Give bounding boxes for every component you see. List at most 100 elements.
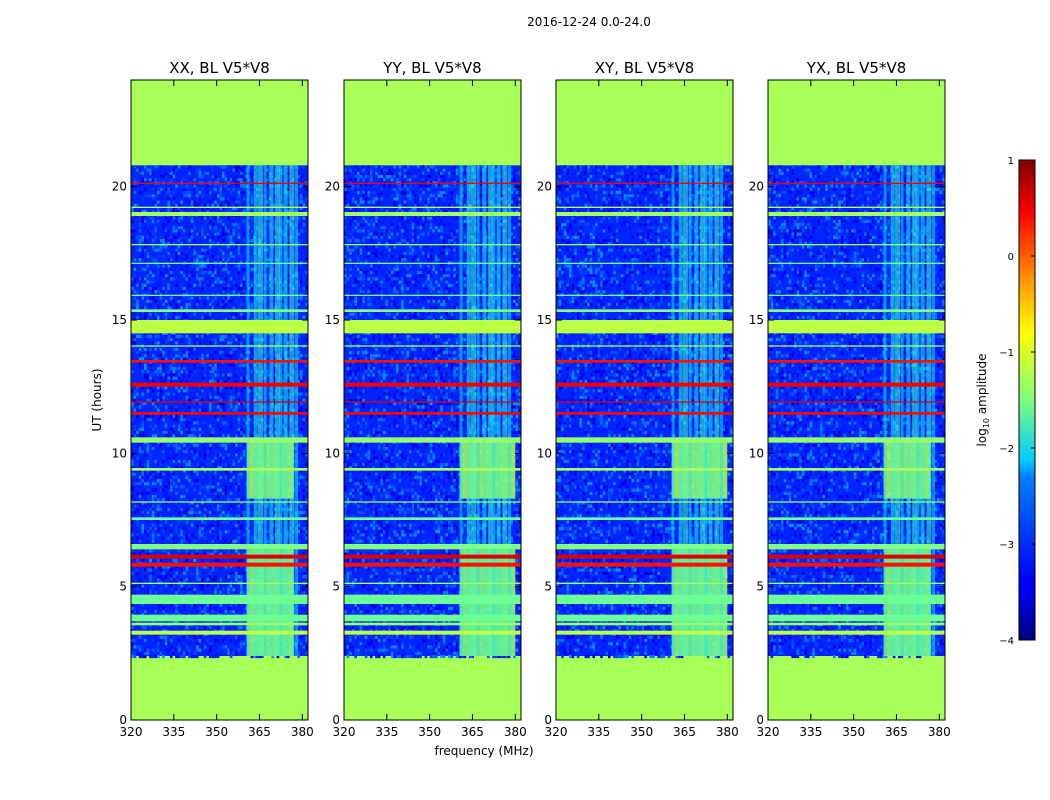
x-tick-label: 365	[673, 725, 696, 739]
x-tick-label: 380	[928, 725, 951, 739]
flagged-band	[131, 382, 308, 387]
rfi-column	[263, 165, 267, 657]
flagged-band	[556, 294, 733, 296]
rfi-column	[476, 165, 480, 657]
flagged-band	[768, 468, 945, 471]
x-tick-label: 320	[545, 725, 568, 739]
flagged-band	[131, 614, 308, 622]
colorbar-tick-label: −4	[999, 636, 1014, 647]
flagged-band	[344, 206, 521, 208]
colorbar-gradient	[1018, 159, 1036, 641]
rfi-column	[688, 165, 692, 657]
rfi-column	[894, 165, 900, 657]
rfi-column	[283, 165, 288, 657]
flagged-band	[768, 345, 945, 347]
colorbar-label: log10 amplitude	[975, 354, 991, 447]
flagged-band	[556, 437, 733, 443]
flagged-band	[768, 594, 945, 604]
flagged-band	[768, 517, 945, 520]
x-tick-label: 335	[799, 725, 822, 739]
flagged-band	[768, 294, 945, 296]
y-tick-label: 0	[544, 713, 552, 727]
flagged-band	[344, 622, 521, 626]
flagged-band	[556, 262, 733, 264]
flagged-band	[556, 630, 733, 635]
flagged-band	[768, 437, 945, 443]
y-tick-label: 20	[749, 180, 764, 194]
x-tick-label: 320	[333, 725, 356, 739]
rfi-column	[488, 165, 494, 657]
y-tick-label: 5	[544, 580, 552, 594]
x-tick-label: 335	[587, 725, 610, 739]
x-tick-label: 365	[885, 725, 908, 739]
flagged-band	[556, 360, 733, 363]
flagged-band	[768, 582, 945, 584]
rfi-column	[714, 165, 720, 657]
panel-title: XX, BL V5*V8	[169, 59, 270, 77]
rfi-column	[508, 165, 512, 657]
figure-title: 2016-12-24 0.0-24.0	[527, 15, 651, 29]
flagged-band	[344, 412, 521, 415]
y-tick-label: 5	[119, 580, 127, 594]
panel-4: YX, BL V5*V8 320 335 350 365 380 0 5 10 15 20	[749, 59, 951, 739]
colorbar	[1018, 159, 1036, 641]
rfi-column	[466, 165, 471, 657]
flagged-band	[556, 345, 733, 347]
rfi-column	[470, 165, 476, 657]
rfi-column	[704, 165, 708, 657]
flagged-band	[344, 262, 521, 264]
flagged-band	[344, 244, 521, 246]
flagged-band	[556, 517, 733, 520]
x-tick-label: 365	[461, 725, 484, 739]
flagged-band	[131, 501, 308, 503]
x-tick-label: 320	[120, 725, 143, 739]
flagged-band	[344, 562, 521, 567]
x-tick-label: 320	[757, 725, 780, 739]
flagged-band	[344, 182, 521, 184]
flagged-band	[131, 244, 308, 246]
panel-3: XY, BL V5*V8 320 335 350 365 380 0 5 10 15 20	[537, 59, 739, 739]
rfi-column	[269, 165, 274, 657]
colorbar-tick-label: −2	[999, 444, 1014, 455]
x-tick-label: 335	[162, 725, 185, 739]
flagged-band	[768, 622, 945, 626]
flagged-band	[344, 594, 521, 604]
y-tick-label: 0	[756, 713, 764, 727]
flagged-band	[556, 412, 733, 415]
y-tick-label: 5	[332, 580, 340, 594]
x-tick-label: 365	[248, 725, 271, 739]
flagged-band	[556, 309, 733, 312]
flagged-band	[344, 614, 521, 622]
flagged-band	[131, 437, 308, 443]
flagged-band	[556, 244, 733, 246]
flagged-band	[131, 622, 308, 626]
rfi-column	[932, 165, 936, 657]
rfi-column	[482, 165, 487, 657]
x-tick-label: 350	[205, 725, 228, 739]
rfi-column	[906, 165, 911, 657]
flagged-band	[556, 401, 733, 403]
panel-frame	[555, 79, 734, 721]
flagged-band	[131, 468, 308, 471]
flagged-band	[768, 212, 945, 216]
flagged-band	[344, 360, 521, 363]
rfi-column	[682, 165, 688, 657]
y-tick-label: 15	[537, 313, 552, 327]
panel-frame	[343, 79, 522, 721]
flagged-band	[344, 544, 521, 550]
panel-title: XY, BL V5*V8	[595, 59, 695, 77]
rfi-column	[678, 165, 683, 657]
flagged-band	[344, 501, 521, 503]
rfi-column	[275, 165, 281, 657]
flagged-band	[131, 412, 308, 415]
flagged-band	[768, 630, 945, 635]
rfi-column	[708, 165, 713, 657]
y-axis-label: UT (hours)	[90, 368, 104, 431]
flagged-band	[131, 517, 308, 520]
rfi-column	[720, 165, 724, 657]
flagged-band	[344, 517, 521, 520]
flagged-band	[131, 582, 308, 584]
flagged-band	[768, 320, 945, 334]
flagged-band	[768, 182, 945, 184]
flagged-band	[768, 501, 945, 503]
